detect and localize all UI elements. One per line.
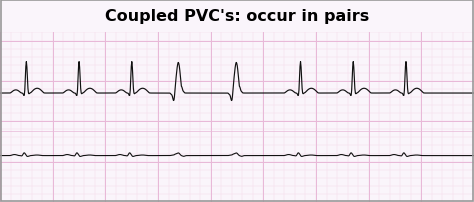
Text: Coupled PVC's: occur in pairs: Coupled PVC's: occur in pairs (105, 9, 369, 24)
